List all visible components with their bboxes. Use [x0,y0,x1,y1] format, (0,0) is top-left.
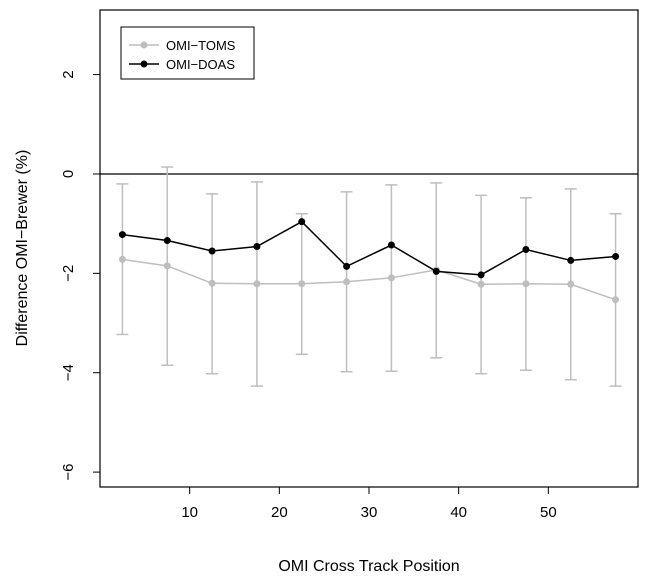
omi-doas-point [387,241,395,249]
doas-series [118,218,620,279]
omi-toms-point [118,255,126,263]
toms-series [118,255,620,304]
legend-box [120,26,255,80]
y-axis-title: Difference OMI−Brewer (%) [14,150,31,347]
x-tick-label: 50 [540,504,557,521]
y-tick-label: 0 [60,170,77,178]
omi-toms-point [477,280,485,288]
omi-toms-point [298,280,306,288]
omi-toms-line [122,258,616,301]
omi-doas-point [567,256,575,264]
x-tick-label: 30 [361,504,378,521]
y-tick-label: 2 [60,70,77,78]
omi-doas-line [122,220,616,276]
omi-doas-point [522,245,530,253]
omi-doas-point [612,252,620,260]
omi-toms-point [163,262,171,270]
omi-toms-point [387,274,395,282]
omi-toms-point [612,296,620,304]
omi-doas-point [477,271,485,279]
legend-toms-label: OMI−TOMS [166,38,236,53]
plot-area [99,9,639,488]
plot-frame [99,9,639,488]
omi-doas-point [432,267,440,275]
omi-toms-point [208,279,216,287]
x-tick-label: 10 [181,504,198,521]
toms-errorbars [116,166,622,387]
x-tick-label: 40 [450,504,467,521]
omi-doas-point [253,243,261,251]
omi-doas-point [298,218,306,226]
x-axis: 10 20 30 40 50 [181,486,557,521]
y-tick-label: −4 [60,364,77,381]
x-tick-label: 20 [271,504,288,521]
y-tick-label: −2 [60,265,77,282]
omi-toms-point [522,280,530,288]
omi-toms-point [343,278,351,286]
legend-doas-label: OMI−DOAS [166,57,235,72]
legend: OMI−TOMS OMI−DOAS [120,26,255,80]
omi-toms-point [253,280,261,288]
omi-doas-point [163,237,171,245]
y-tick-label: −6 [60,464,77,481]
omi-doas-point [208,247,216,255]
omi-doas-point [118,231,126,239]
omi-toms-point [567,280,575,288]
legend-doas-marker [140,60,148,68]
omi-doas-point [343,262,351,270]
legend-toms-marker [140,41,148,49]
x-axis-title: OMI Cross Track Position [278,558,459,575]
y-axis: −6 −4 −2 0 2 [60,70,101,481]
